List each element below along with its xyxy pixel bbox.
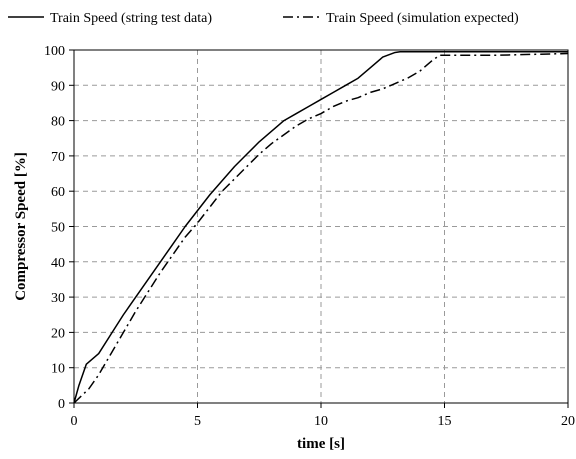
x-tick-labels: 0 5 10 15 20 bbox=[71, 403, 575, 429]
x-axis-title: time [s] bbox=[297, 436, 345, 452]
y-tick-label: 90 bbox=[51, 79, 65, 94]
y-tick-label: 40 bbox=[51, 256, 65, 271]
series-layer bbox=[73, 51, 569, 404]
x-tick-label: 0 bbox=[71, 414, 78, 429]
x-tick-label: 20 bbox=[561, 414, 575, 429]
y-tick-label: 100 bbox=[44, 44, 65, 59]
y-axis-title: Compressor Speed [%] bbox=[13, 152, 29, 301]
legend-label: Train Speed (string test data) bbox=[50, 11, 212, 26]
y-tick-label: 60 bbox=[51, 185, 65, 200]
y-tick-labels: 0 10 20 30 40 50 60 70 80 90 100 bbox=[44, 44, 74, 412]
x-tick-label: 10 bbox=[314, 414, 328, 429]
y-tick-label: 70 bbox=[51, 150, 65, 165]
grid bbox=[74, 50, 568, 403]
y-tick-label: 50 bbox=[51, 221, 65, 236]
x-tick-label: 5 bbox=[194, 414, 201, 429]
series-line-1 bbox=[73, 51, 568, 404]
legend-item-1: Train Speed (string test data) bbox=[8, 11, 212, 26]
y-tick-label: 80 bbox=[51, 115, 65, 130]
x-tick-label: 15 bbox=[438, 414, 452, 429]
y-tick-label: 30 bbox=[51, 291, 65, 306]
y-tick-label: 0 bbox=[58, 397, 65, 412]
y-tick-label: 20 bbox=[51, 326, 65, 341]
legend-label: Train Speed (simulation expected) bbox=[326, 11, 519, 26]
legend-item-2: Train Speed (simulation expected) bbox=[283, 11, 519, 26]
y-tick-label: 10 bbox=[51, 362, 65, 377]
legend: Train Speed (string test data) Train Spee… bbox=[8, 11, 519, 26]
series-line-2 bbox=[73, 52, 569, 404]
